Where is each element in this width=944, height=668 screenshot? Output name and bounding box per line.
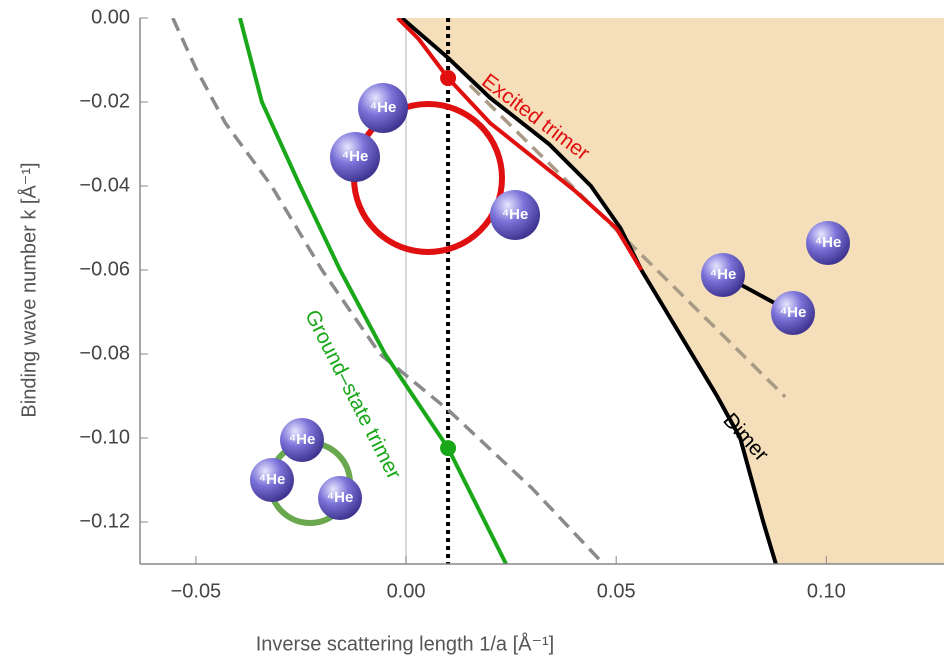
- y-tick-label: −0.02: [79, 90, 130, 112]
- chart: 0.00 −0.02 −0.04 −0.06 −0.08 −0.10 −0.12 −0.05 0…: [0, 0, 944, 663]
- x-axis-label: Inverse scattering length 1/a [Å⁻¹]: [256, 632, 555, 655]
- atom-label: ⁴He: [502, 206, 529, 223]
- y-tick-label: −0.04: [79, 174, 130, 196]
- y-tick-label: 0.00: [91, 6, 130, 28]
- atom: ⁴He: [318, 476, 362, 520]
- atom: ⁴He: [771, 291, 815, 335]
- x-tick-label: 0.10: [807, 580, 846, 602]
- atom-label: ⁴He: [342, 148, 369, 165]
- atom: ⁴He: [806, 221, 850, 265]
- y-tick-label: −0.06: [79, 258, 130, 280]
- atom: ⁴He: [701, 253, 745, 297]
- x-tick-label: 0.00: [387, 580, 426, 602]
- x-tick-label: 0.05: [597, 580, 636, 602]
- atom-label: ⁴He: [815, 234, 842, 251]
- atom-label: ⁴He: [780, 304, 807, 321]
- y-tick-label: −0.08: [79, 342, 130, 364]
- y-tick-label: −0.12: [79, 510, 130, 532]
- atom: ⁴He: [280, 418, 324, 462]
- atom: ⁴He: [490, 190, 540, 240]
- atom: ⁴He: [358, 83, 408, 133]
- atom: ⁴He: [250, 458, 294, 502]
- y-tick-label: −0.10: [79, 426, 130, 448]
- shaded-region: [402, 18, 944, 564]
- point: [440, 440, 456, 456]
- point: [440, 70, 456, 86]
- atom-label: ⁴He: [259, 471, 286, 488]
- atom-label: ⁴He: [289, 431, 316, 448]
- y-axis-label: Binding wave number k [Å⁻¹]: [17, 162, 40, 417]
- atom-label: ⁴He: [710, 266, 737, 283]
- atom-label: ⁴He: [370, 99, 397, 116]
- x-tick-label: −0.05: [171, 580, 222, 602]
- atom: ⁴He: [330, 132, 380, 182]
- atom-label: ⁴He: [327, 489, 354, 506]
